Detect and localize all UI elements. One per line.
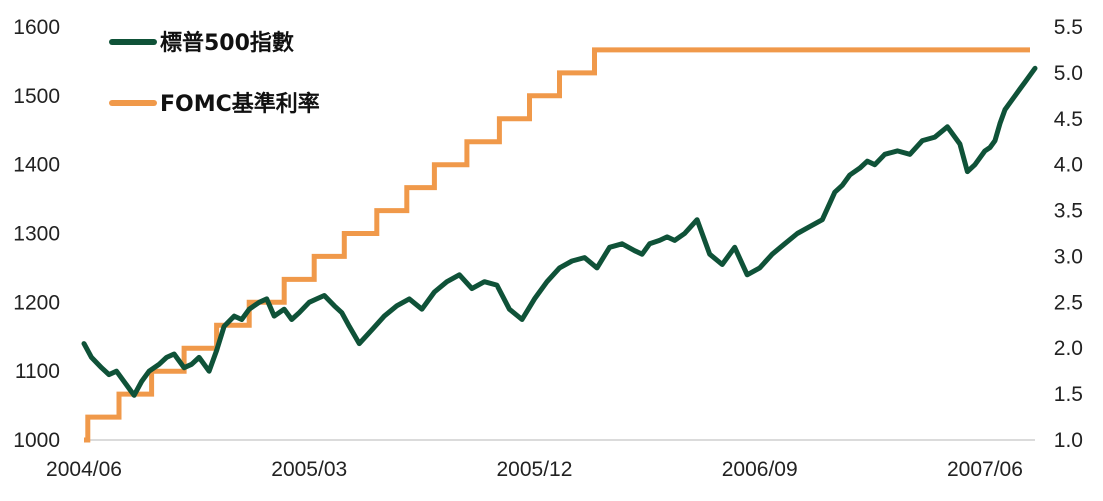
legend-label-sp500: 標普500指數 — [160, 30, 294, 56]
right-tick-label: 5.0 — [1054, 62, 1083, 85]
series-layer — [81, 47, 1038, 443]
left-axis-ticks: 1000 1100 1200 1300 1400 1500 1600 — [13, 16, 60, 452]
right-tick-label: 5.5 — [1054, 16, 1083, 39]
right-tick-label: 4.0 — [1054, 154, 1083, 177]
x-tick-label: 2007/06 — [947, 458, 1023, 481]
left-tick-label: 1200 — [13, 291, 60, 314]
right-tick-label: 3.0 — [1054, 245, 1083, 268]
left-tick-label: 1600 — [13, 16, 60, 39]
left-tick-label: 1100 — [15, 360, 60, 383]
right-axis-ticks: 1.0 1.5 2.0 2.5 3.0 3.5 4.0 4.5 5.0 5.5 — [1054, 16, 1083, 452]
series-line-fomc-rate — [84, 47, 1030, 443]
left-tick-label: 1300 — [13, 223, 60, 246]
x-tick-label: 2005/03 — [271, 458, 347, 481]
left-tick-label: 1400 — [13, 154, 60, 177]
x-axis-ticks: 2004/06 2005/03 2005/12 2006/09 2007/06 — [46, 458, 1023, 481]
legend: 標普500指數 FOMC基準利率 — [109, 30, 320, 117]
right-tick-label: 2.5 — [1054, 291, 1083, 314]
x-tick-label: 2005/12 — [497, 458, 573, 481]
left-tick-label: 1500 — [13, 85, 60, 108]
left-tick-label: 1000 — [13, 429, 60, 452]
series-line-sp500 — [81, 65, 1038, 398]
right-tick-label: 1.0 — [1054, 429, 1083, 452]
right-tick-label: 1.5 — [1054, 383, 1083, 406]
right-tick-label: 3.5 — [1054, 200, 1083, 223]
x-tick-label: 2004/06 — [46, 458, 122, 481]
x-tick-label: 2006/09 — [722, 458, 798, 481]
right-tick-label: 4.5 — [1054, 108, 1083, 131]
legend-label-fomc: FOMC基準利率 — [160, 91, 320, 117]
right-tick-label: 2.0 — [1054, 337, 1083, 360]
